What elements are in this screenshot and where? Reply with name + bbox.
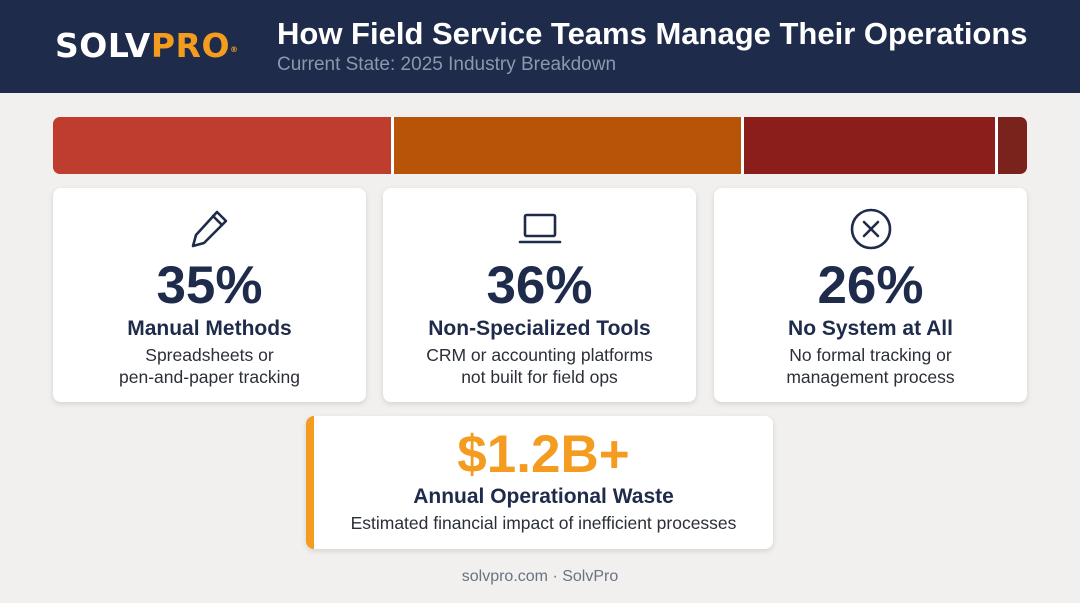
- logo-accent: PRO: [150, 26, 230, 65]
- stacked-bar-chart: [53, 117, 1027, 174]
- card-label: No System at All: [788, 317, 953, 340]
- bar-segment-4: [995, 117, 1027, 174]
- card-description: Spreadsheets or pen-and-paper tracking: [119, 345, 300, 387]
- logo-registered-mark: ®: [230, 45, 239, 54]
- footer-credit: solvpro.com · SolvPro: [461, 568, 619, 585]
- card-label: Manual Methods: [127, 317, 292, 340]
- page-subtitle: Current State: 2025 Industry Breakdown: [277, 54, 617, 75]
- card-description: No formal tracking or management process: [786, 345, 955, 387]
- card-percent: 26%: [817, 256, 924, 315]
- card-percent: 35%: [156, 256, 263, 315]
- bar-segment-3: [741, 117, 996, 174]
- logo-main: SOLV: [55, 26, 151, 65]
- card-description: CRM or accounting platforms not built fo…: [426, 345, 653, 387]
- x-circle-icon: [850, 208, 891, 250]
- card-percent: 36%: [486, 256, 593, 315]
- card-manual-methods: 35% Manual Methods Spreadsheets or pen-a…: [53, 188, 366, 402]
- page-title: How Field Service Teams Manage Their Ope…: [277, 16, 1028, 51]
- waste-value: $1.2B+: [457, 425, 630, 484]
- solvpro-logo: SOLVPRO®: [55, 27, 239, 65]
- waste-description: Estimated financial impact of inefficien…: [350, 513, 737, 533]
- header-banner: SOLVPRO® How Field Service Teams Manage …: [0, 0, 1080, 93]
- card-label: Non-Specialized Tools: [428, 317, 651, 340]
- card-non-specialized-tools: 36% Non-Specialized Tools CRM or account…: [383, 188, 696, 402]
- waste-label: Annual Operational Waste: [413, 485, 674, 508]
- pencil-icon: [191, 210, 227, 248]
- waste-callout-card: $1.2B+ Annual Operational Waste Estimate…: [306, 416, 773, 549]
- bar-segment-1: [53, 117, 391, 174]
- bar-segment-2: [390, 117, 742, 174]
- card-no-system: 26% No System at All No formal tracking …: [714, 188, 1027, 402]
- laptop-icon: [518, 213, 561, 244]
